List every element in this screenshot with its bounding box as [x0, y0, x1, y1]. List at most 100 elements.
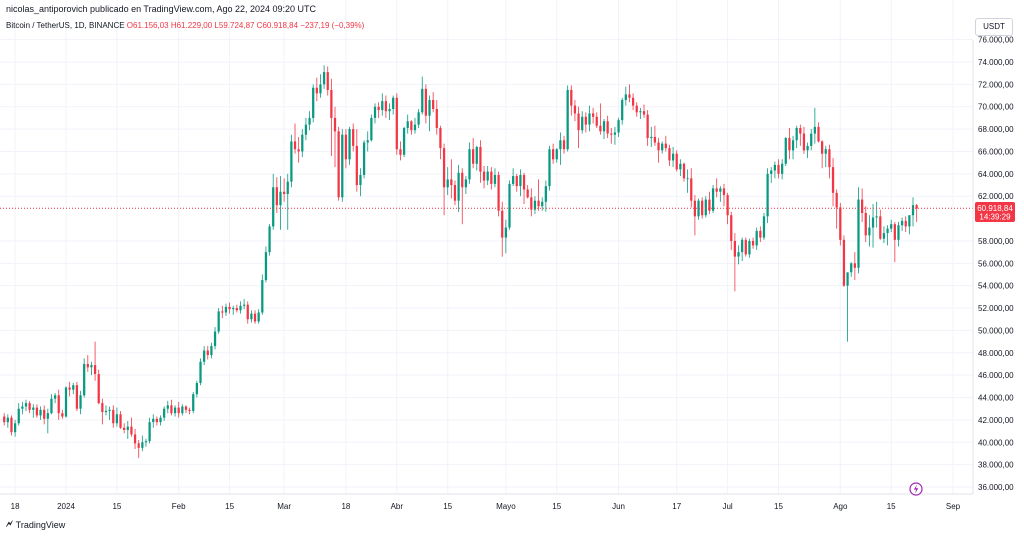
- candle: [591, 107, 595, 124]
- candle: [104, 405, 108, 416]
- price-tick-label: 66.000,00: [978, 147, 1014, 156]
- candle: [424, 84, 428, 124]
- candle-body: [839, 207, 842, 240]
- price-tick-label: 68.000,00: [978, 125, 1014, 134]
- candle: [181, 404, 184, 416]
- candle: [199, 358, 202, 386]
- candle-body: [733, 240, 737, 257]
- candle: [388, 103, 391, 121]
- candle: [657, 138, 660, 163]
- price-tick-label: 74.000,00: [978, 58, 1014, 67]
- candle-body: [184, 406, 188, 410]
- lightning-icon[interactable]: [909, 482, 923, 496]
- candle-body: [610, 133, 613, 135]
- candle-body: [828, 149, 831, 168]
- currency-selector[interactable]: USDT: [975, 18, 1013, 36]
- candle-body: [915, 205, 918, 209]
- candle-body: [253, 313, 257, 322]
- candle-body: [551, 149, 555, 160]
- candle-body: [57, 395, 60, 414]
- candle-body: [104, 410, 108, 413]
- candle-body: [272, 187, 275, 227]
- candle-body: [897, 225, 900, 240]
- candle: [123, 423, 126, 434]
- candle: [490, 167, 493, 190]
- price-tick-label: 54.000,00: [978, 282, 1014, 291]
- candle: [744, 237, 747, 257]
- candle: [221, 305, 224, 319]
- candle: [417, 108, 420, 128]
- candle-body: [544, 186, 547, 202]
- candle: [751, 237, 755, 249]
- candle: [821, 140, 824, 169]
- candle-body: [268, 226, 271, 253]
- candle-body: [817, 126, 820, 142]
- candle: [526, 185, 529, 199]
- candle: [631, 93, 635, 111]
- candle: [293, 123, 297, 154]
- candle: [457, 164, 460, 212]
- candle: [428, 95, 431, 132]
- candle: [879, 209, 882, 240]
- candle-body: [682, 163, 686, 179]
- candle: [711, 185, 715, 213]
- candle: [119, 410, 122, 429]
- candle: [79, 390, 82, 415]
- candle-body: [315, 87, 318, 94]
- candle: [646, 110, 649, 146]
- candle-body: [853, 263, 856, 268]
- symbol-legend: Bitcoin / TetherUS, 1D, BINANCE O61.156,…: [6, 21, 364, 30]
- time-tick-label: Mayo: [496, 502, 516, 511]
- candle: [704, 196, 707, 218]
- candle-body: [486, 171, 489, 181]
- candle-body: [522, 174, 526, 190]
- candle-body: [439, 127, 442, 149]
- price-axis[interactable]: 76.000,00 74.000,00 72.000,00 70.000,00 68.0…: [978, 36, 1014, 492]
- candle-body: [573, 105, 577, 114]
- time-axis[interactable]: 18 2024 15 Feb 15 Mar 18 Abr 15 Mayo 15 Jun 17 Jul 15 A…: [11, 502, 961, 511]
- candle: [355, 129, 358, 192]
- candle-body: [533, 200, 537, 210]
- price-tick-label: 50.000,00: [978, 326, 1014, 335]
- candle-body: [424, 88, 428, 116]
- price-tick-label: 48.000,00: [978, 349, 1014, 358]
- candle: [141, 435, 144, 452]
- candle: [791, 135, 795, 160]
- candle-body: [668, 148, 671, 161]
- candle-body: [217, 311, 220, 332]
- candle-body: [646, 114, 649, 139]
- candle-body: [406, 121, 409, 128]
- candle-body: [613, 132, 617, 135]
- time-tick-label: Mar: [277, 502, 291, 511]
- candle: [373, 103, 377, 124]
- candle-body: [519, 174, 522, 187]
- candle: [719, 186, 722, 202]
- candle: [46, 408, 49, 434]
- candle: [882, 226, 886, 244]
- candle-body: [693, 200, 697, 217]
- candle-body: [141, 442, 144, 448]
- candle-body: [246, 304, 249, 320]
- candle-body: [791, 140, 795, 151]
- candle: [152, 414, 155, 428]
- candle-body: [123, 427, 126, 430]
- candle: [399, 141, 402, 161]
- candle: [661, 141, 664, 154]
- candle: [835, 189, 838, 229]
- candle: [446, 167, 449, 196]
- candle-body: [43, 409, 46, 419]
- candle: [290, 134, 293, 188]
- candle: [130, 417, 133, 437]
- candle: [551, 143, 555, 164]
- candle-body: [213, 331, 217, 347]
- candle-body: [879, 216, 882, 239]
- candle-body: [6, 417, 9, 423]
- candle: [810, 129, 813, 151]
- last-price-countdown: 14:39:29: [979, 213, 1011, 222]
- candle-body: [192, 394, 195, 411]
- candle-body: [170, 405, 173, 414]
- symbol-title[interactable]: Bitcoin / TetherUS, 1D, BINANCE: [6, 21, 125, 30]
- candle-body: [788, 138, 791, 151]
- candle-body: [159, 417, 162, 423]
